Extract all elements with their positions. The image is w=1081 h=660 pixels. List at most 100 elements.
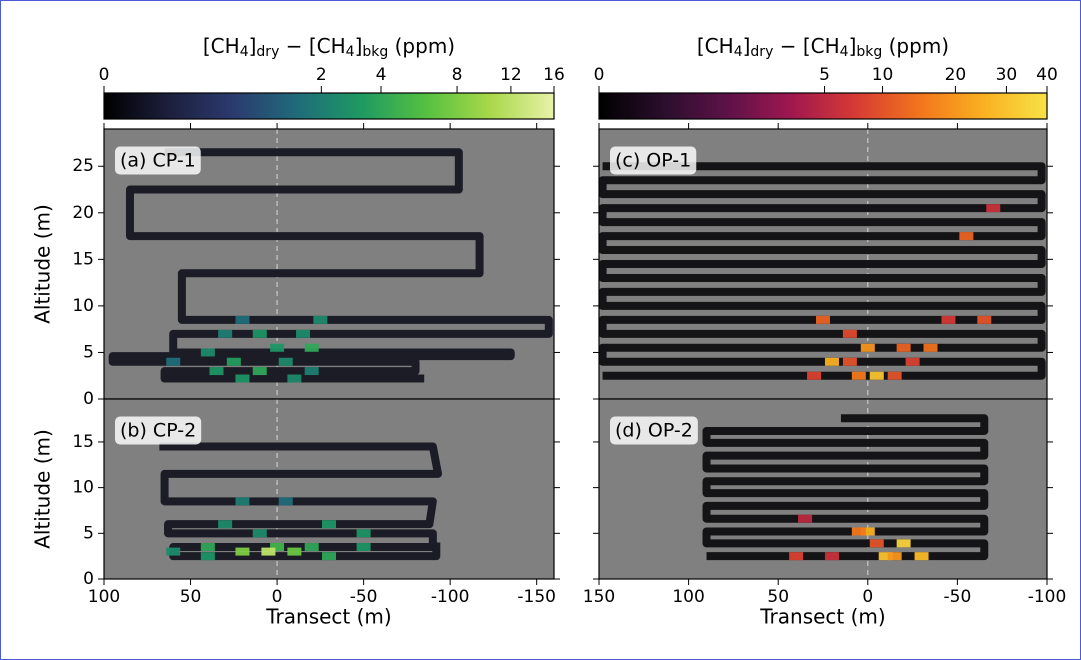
flight-track — [702, 414, 989, 561]
label-part: bkg — [856, 44, 882, 60]
label-part: (ppm) — [388, 34, 455, 58]
concentration-cell — [166, 547, 181, 556]
concentration-cell — [356, 543, 371, 552]
x-tick-label: 100 — [88, 587, 120, 607]
concentration-cell — [296, 329, 311, 338]
concentration-cell — [235, 315, 250, 324]
concentration-cell — [851, 371, 866, 380]
concentration-cell — [166, 357, 181, 366]
concentration-cell — [235, 547, 250, 556]
concentration-cell — [869, 371, 884, 380]
colorbar-tick-label: 12 — [500, 65, 522, 85]
x-tick-label: 0 — [272, 587, 283, 607]
x-tick-label: -100 — [431, 587, 470, 607]
label-part: dry — [750, 44, 773, 60]
concentration-cell — [860, 343, 875, 352]
x-tick-label: 150 — [583, 587, 615, 607]
concentration-cell — [287, 547, 302, 556]
colorbar-tick-label: 4 — [376, 65, 387, 85]
x-axis-label: Transect (m) — [265, 605, 391, 629]
concentration-cell — [235, 374, 250, 383]
y-tick-label: 15 — [72, 432, 94, 452]
colorbar-tick-label: 5 — [819, 65, 830, 85]
concentration-cell — [905, 357, 920, 366]
concentration-cell — [869, 539, 884, 548]
colorbar-tick-label: 10 — [872, 65, 894, 85]
panel-label: (d) OP-2 — [615, 420, 693, 442]
flight-track — [108, 148, 553, 383]
concentration-cell — [887, 552, 902, 561]
colorbar-tick-label: 0 — [99, 65, 110, 85]
y-tick-label: 5 — [83, 523, 94, 543]
concentration-cell — [959, 232, 974, 241]
colorbar-tick-label: 40 — [1036, 65, 1058, 85]
x-axis-label: Transect (m) — [759, 605, 885, 629]
x-tick-label: 50 — [180, 587, 202, 607]
concentration-cell — [200, 552, 215, 561]
label-part: − [CH — [279, 34, 345, 58]
y-tick-label: 5 — [83, 342, 94, 362]
panel-label-box — [115, 146, 201, 175]
label-part: 4 — [240, 44, 249, 60]
y-tick-label: 25 — [72, 156, 94, 176]
panel-label: (c) OP-1 — [615, 150, 691, 172]
concentration-cell — [209, 367, 224, 376]
colorbar-tick-label: 2 — [316, 65, 327, 85]
concentration-cell — [226, 357, 241, 366]
panel-label-box — [610, 416, 698, 445]
concentration-cell — [322, 552, 336, 561]
x-tick-label: -100 — [1028, 587, 1067, 607]
concentration-cell — [278, 497, 293, 506]
y-tick-label: 20 — [72, 203, 94, 223]
concentration-cell — [322, 520, 336, 529]
concentration-cell — [842, 357, 857, 366]
concentration-cell — [261, 547, 276, 556]
panel-label: (a) CP-1 — [120, 150, 196, 172]
concentration-cell — [860, 527, 875, 536]
x-tick-label: 50 — [767, 587, 789, 607]
concentration-cell — [304, 343, 319, 352]
x-tick-label: 0 — [862, 587, 873, 607]
axes-frame — [598, 398, 1048, 580]
x-tick-label: -50 — [944, 587, 972, 607]
concentration-cell — [914, 552, 929, 561]
concentration-cell — [798, 514, 813, 523]
y-axis-label: Altitude (m) — [31, 204, 55, 324]
concentration-cell — [252, 367, 267, 376]
y-tick-label: 0 — [83, 389, 94, 409]
colorbar-tick-label: 30 — [996, 65, 1018, 85]
label-part: ] — [355, 34, 363, 58]
concentration-cell — [887, 371, 902, 380]
x-tick-label: -150 — [517, 587, 556, 607]
concentration-cell — [816, 315, 830, 324]
concentration-cell — [842, 329, 857, 338]
concentration-cell — [789, 552, 804, 561]
colorbar — [103, 92, 555, 120]
label-part: 4 — [734, 44, 743, 60]
colorbar-tick-label: 0 — [594, 65, 605, 85]
concentration-cell — [235, 497, 250, 506]
panel-label: (b) CP-2 — [120, 420, 196, 442]
label-part: dry — [256, 44, 279, 60]
concentration-cell — [977, 315, 992, 324]
concentration-cell — [200, 348, 215, 357]
colorbar-label: [CH4]dry − [CH4]bkg (ppm) — [203, 34, 455, 61]
y-tick-label: 10 — [72, 296, 94, 316]
concentration-cell — [851, 527, 866, 536]
concentration-cell — [270, 343, 285, 352]
y-tick-label: 10 — [72, 478, 94, 498]
colorbar — [598, 92, 1048, 120]
concentration-cell — [287, 374, 302, 383]
panel-label-box — [610, 146, 697, 175]
label-part: bkg — [362, 44, 388, 60]
concentration-cell — [356, 529, 371, 538]
concentration-cell — [218, 329, 233, 338]
panel-label-box — [115, 416, 202, 445]
flight-track — [598, 162, 1046, 380]
y-tick-label: 15 — [72, 249, 94, 269]
colorbar-label: [CH4]dry − [CH4]bkg (ppm) — [697, 34, 949, 61]
concentration-cell — [923, 343, 938, 352]
concentration-cell — [824, 552, 839, 561]
